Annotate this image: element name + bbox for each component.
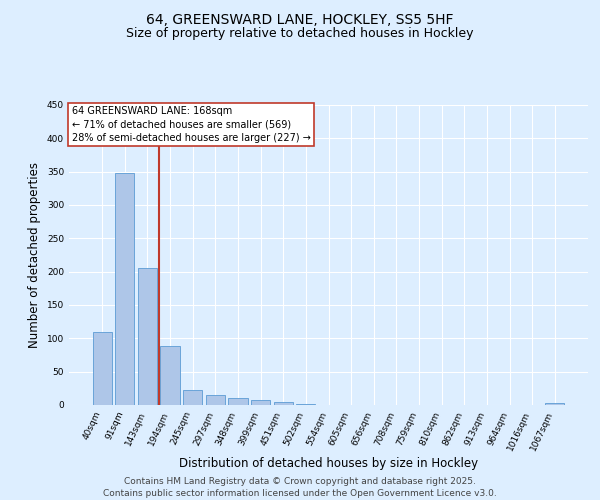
Y-axis label: Number of detached properties: Number of detached properties [28, 162, 41, 348]
Bar [206, 395, 225, 405]
Bar [138, 268, 157, 405]
Bar [274, 402, 293, 405]
Bar [115, 173, 134, 405]
Text: Size of property relative to detached houses in Hockley: Size of property relative to detached ho… [126, 28, 474, 40]
X-axis label: Distribution of detached houses by size in Hockley: Distribution of detached houses by size … [179, 458, 478, 470]
Bar [296, 404, 316, 405]
Bar [251, 400, 270, 405]
Bar [545, 403, 565, 405]
Text: Contains HM Land Registry data © Crown copyright and database right 2025.
Contai: Contains HM Land Registry data © Crown c… [103, 476, 497, 498]
Bar [160, 346, 180, 405]
Text: 64, GREENSWARD LANE, HOCKLEY, SS5 5HF: 64, GREENSWARD LANE, HOCKLEY, SS5 5HF [146, 12, 454, 26]
Bar [92, 332, 112, 405]
Bar [183, 390, 202, 405]
Text: 64 GREENSWARD LANE: 168sqm
← 71% of detached houses are smaller (569)
28% of sem: 64 GREENSWARD LANE: 168sqm ← 71% of deta… [71, 106, 310, 143]
Bar [229, 398, 248, 405]
